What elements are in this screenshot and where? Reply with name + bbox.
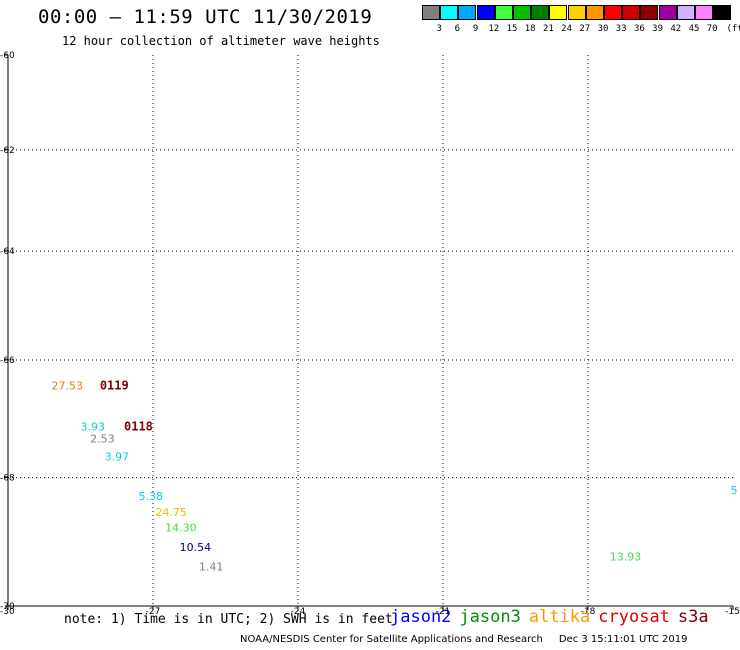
legend-swatch (531, 5, 550, 20)
latitude-label: -60 (0, 51, 15, 61)
legend-label: 30 (597, 24, 609, 34)
legend-label: 6 (454, 24, 461, 34)
latitude-label: -68 (0, 474, 15, 484)
legend-unit: (ft) (726, 24, 740, 34)
wave-height-value: 5 (731, 484, 738, 497)
longitude-label: -27 (146, 607, 161, 617)
wave-height-value: 3.97 (105, 450, 129, 463)
longitude-label: -21 (436, 607, 451, 617)
satellite-name-cryosat: cryosat (598, 607, 670, 627)
legend-label: 70 (706, 24, 718, 34)
satellite-name-jason3: jason3 (459, 607, 521, 627)
legend-label: 15 (506, 24, 518, 34)
legend-label: 27 (579, 24, 591, 34)
longitude-label: -18 (581, 607, 596, 617)
legend-swatch (676, 5, 695, 20)
legend-swatch (622, 5, 641, 20)
longitude-label: -30 (0, 607, 15, 617)
map-subtitle: 12 hour collection of altimeter wave hei… (62, 34, 380, 48)
legend-swatch (713, 5, 732, 20)
latitude-label: -70 (0, 602, 15, 612)
longitude-label: -24 (291, 607, 306, 617)
legend-swatch (458, 5, 477, 20)
pass-number-label: 0118 (124, 419, 153, 433)
legend-swatch (549, 5, 568, 20)
legend-label: 18 (524, 24, 536, 34)
generated-timestamp: Dec 3 15:11:01 UTC 2019 (558, 634, 688, 645)
satellite-name-altika: altika (528, 607, 591, 627)
legend-swatch (422, 5, 440, 20)
latitude-label: -64 (0, 247, 15, 257)
map-title: 00:00 – 11:59 UTC 11/30/2019 (38, 6, 373, 28)
legend-label: 21 (542, 24, 554, 34)
legend-swatch (604, 5, 622, 20)
wave-height-value: 5.38 (139, 490, 164, 503)
legend-label: 12 (488, 24, 500, 34)
satellite-name-s3a: s3a (677, 607, 709, 627)
latitude-label: -66 (0, 356, 15, 366)
legend-label: 42 (670, 24, 682, 34)
credit-text: NOAA/NESDIS Center for Satellite Applica… (240, 634, 543, 645)
pass-number-label: 0119 (100, 379, 129, 393)
legend-label: 33 (615, 24, 627, 34)
legend-swatch (513, 5, 531, 20)
satellite-name-jason2: jason2 (390, 607, 452, 627)
legend-swatch (440, 5, 459, 20)
legend-swatch (695, 5, 713, 20)
longitude-label: -15 (725, 607, 740, 617)
latitude-label: -62 (0, 146, 15, 156)
legend-swatch (640, 5, 659, 20)
wave-height-value: 2.53 (90, 432, 115, 445)
wave-height-value: 27.53 (52, 380, 84, 393)
legend-swatch (476, 5, 495, 20)
legend-swatch (567, 5, 586, 20)
legend-label: 3 (436, 24, 442, 34)
wave-height-value: 10.54 (180, 541, 212, 554)
legend-swatch (585, 5, 604, 20)
legend-label: 9 (472, 24, 479, 34)
legend-label: 36 (633, 24, 645, 34)
wave-height-value: 3.93 (81, 420, 106, 433)
legend-label: 24 (561, 24, 573, 34)
wave-height-value: 14.30 (165, 522, 197, 535)
units-note: note: 1) Time is in UTC; 2) SWH is in fe… (64, 612, 393, 627)
satellite-legend: jason2 jason3 altika cryosat s3a (390, 607, 717, 627)
credit-line: NOAA/NESDIS Center for Satellite Applica… (240, 634, 687, 645)
wave-height-value: 1.41 (199, 560, 224, 573)
legend-label: 39 (652, 24, 664, 34)
legend-swatch (494, 5, 513, 20)
legend-label: 45 (688, 24, 700, 34)
wave-height-value: 13.93 (610, 550, 642, 563)
legend-swatch (658, 5, 677, 20)
wave-height-value: 24.75 (155, 506, 187, 519)
